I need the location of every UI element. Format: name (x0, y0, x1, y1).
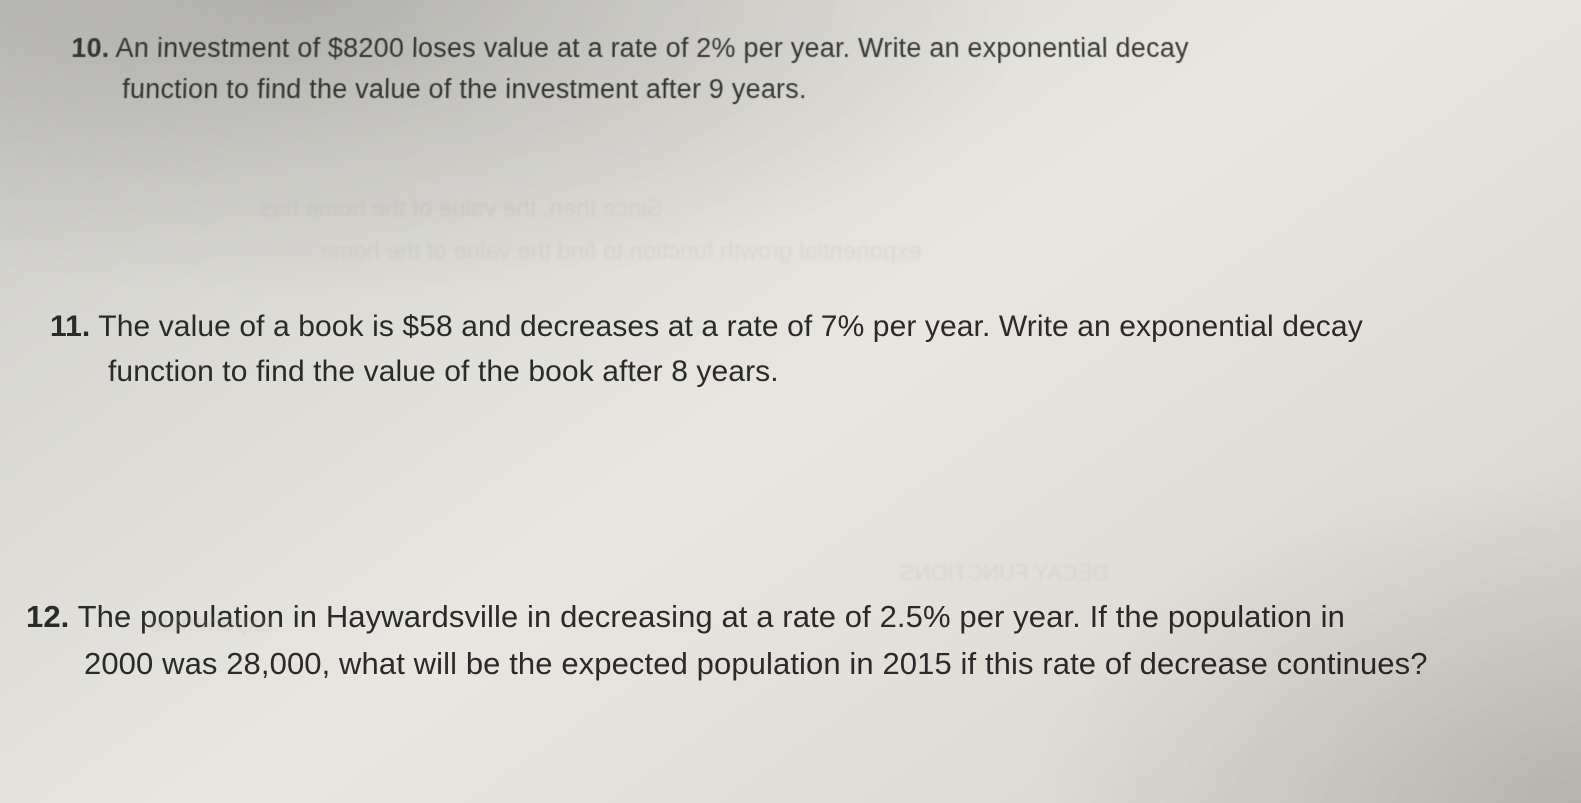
showthrough-text: exponential growth function to find the … (320, 238, 922, 266)
problem-text: The value of a book is $58 and decreases… (98, 310, 1363, 343)
showthrough-text: DECAY FUNCTIONS (900, 560, 1108, 586)
problem-12-line2: 2000 was 28,000, what will be the expect… (26, 641, 1541, 688)
problem-text: The population in Haywardsville in decre… (78, 599, 1345, 634)
problem-12-line1: 12. The population in Haywardsville in d… (26, 594, 1541, 641)
problem-number: 10. (71, 33, 110, 63)
showthrough-text: Since then, the value of the home has (260, 195, 663, 223)
problem-number: 12. (26, 599, 69, 634)
problem-10: 10. An investment of $8200 loses value a… (69, 28, 1543, 109)
problem-number: 11. (50, 310, 90, 343)
problem-10-line2: function to find the value of the invest… (69, 69, 1543, 110)
worksheet-page: 10. An investment of $8200 loses value a… (0, 0, 1581, 803)
problem-text: An investment of $8200 loses value at a … (115, 33, 1189, 63)
problem-10-line1: 10. An investment of $8200 loses value a… (71, 28, 1543, 69)
problem-11: 11. The value of a book is $58 and decre… (50, 304, 1541, 394)
problem-11-line1: 11. The value of a book is $58 and decre… (50, 304, 1541, 349)
problem-12: 12. The population in Haywardsville in d… (26, 594, 1541, 687)
problem-11-line2: function to find the value of the book a… (50, 349, 1541, 394)
